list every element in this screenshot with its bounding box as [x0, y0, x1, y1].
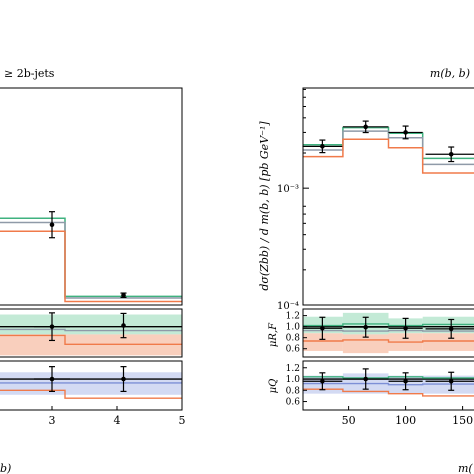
right-ratio0-line-1: [303, 323, 474, 327]
right-ratio0-y-tick-label-0: 1.2: [286, 312, 300, 322]
right-ratio0-y-tick-label-3: 0.6: [286, 345, 301, 355]
left-ratio0-line-2: [0, 334, 182, 346]
left-chart-title: ≥ 2b-jets: [4, 67, 55, 80]
left-ratio0-frame: [0, 308, 183, 358]
right-data-point-1: [363, 124, 369, 130]
right-x-tick-label-1: 100: [395, 414, 416, 427]
right-ratio0-y-tick-label-1: 1.0: [286, 323, 301, 333]
right-ratio1-point-3: [448, 378, 454, 384]
left-ratio0-band-1: [0, 334, 65, 356]
left-main-frame: [0, 87, 183, 306]
right-x-tick-label-2: 150: [452, 414, 473, 427]
left-x-tick-label-1: 4: [114, 414, 121, 427]
right-ratio0-line-2: [303, 329, 474, 332]
ratio-label-muRF: μR,F: [268, 322, 279, 347]
right-ratio0-point-0: [320, 326, 325, 331]
right-ratio0-point-2: [403, 326, 408, 331]
right-main-frame: [302, 87, 474, 306]
right-ratio1-y-tick-label-2: 0.8: [286, 386, 301, 396]
left-x-tick-label-2: 5: [179, 414, 186, 427]
plot-layer: 3 4 510⁻³10⁻⁴1.21.00.80.61.21.00.80.650 100…: [0, 87, 474, 427]
left-series-line-0: [0, 217, 182, 298]
left-ratio1-point-1: [121, 376, 126, 382]
right-ratio1-point-1: [363, 376, 369, 382]
right-ratio1-line-1: [303, 376, 474, 379]
right-y-axis-label: dσ(Zbb) / d m(b, b) [pb GeV⁻¹]: [258, 121, 271, 291]
right-ratio1-line-2: [303, 382, 474, 386]
right-ratio1-y-tick-label-3: 0.6: [286, 398, 301, 408]
right-x-tick-label-0: 50: [342, 414, 356, 427]
right-ratio0-point-1: [363, 324, 369, 330]
right-ratio0-frame: [302, 308, 474, 358]
left-data-point-0: [49, 222, 55, 228]
right-ratio1-frame: [302, 360, 474, 411]
right-ratio0-band-1: [422, 333, 474, 351]
left-ratio1-line-2: [0, 389, 182, 399]
left-ratio1-point-0: [49, 376, 55, 382]
left-x-axis-label: b): [0, 462, 11, 474]
right-ratio0-band-1: [342, 334, 389, 354]
left-data-point-1: [121, 292, 126, 298]
right-y-tick-label-1e-3: 10⁻³: [277, 184, 299, 195]
left-ratio1-frame: [0, 360, 183, 411]
right-ratio0-y-tick-label-2: 0.8: [286, 334, 301, 344]
right-y-tick-label-1e-4: 10⁻⁴: [277, 301, 299, 312]
right-ratio0-line-3: [303, 339, 474, 343]
right-ratio0-band-1: [303, 333, 343, 351]
right-ratio1-line-3: [303, 388, 474, 397]
right-series-line-2: [303, 138, 474, 174]
left-series-line-1: [0, 221, 182, 299]
right-x-axis-label: m(: [458, 462, 473, 474]
right-ratio1-point-2: [403, 378, 408, 384]
right-chart-title: m(b, b): [430, 67, 470, 80]
right-data-point-0: [320, 144, 325, 149]
right-ratio1-point-0: [320, 378, 325, 384]
right-ratio0-point-3: [448, 326, 454, 332]
right-data-point-3: [448, 151, 454, 157]
right-ratio1-y-tick-label-1: 1.0: [286, 375, 301, 385]
left-ratio0-point-0: [49, 324, 55, 329]
left-ratio0-point-1: [121, 323, 126, 328]
left-ratio0-band-0: [0, 314, 65, 335]
right-ratio1-y-tick-label-0: 1.2: [286, 364, 300, 374]
ratio-label-muQ: μQ: [268, 379, 279, 394]
right-data-point-2: [403, 130, 408, 135]
left-series-line-2: [0, 230, 182, 303]
left-x-tick-label-0: 3: [49, 414, 56, 427]
